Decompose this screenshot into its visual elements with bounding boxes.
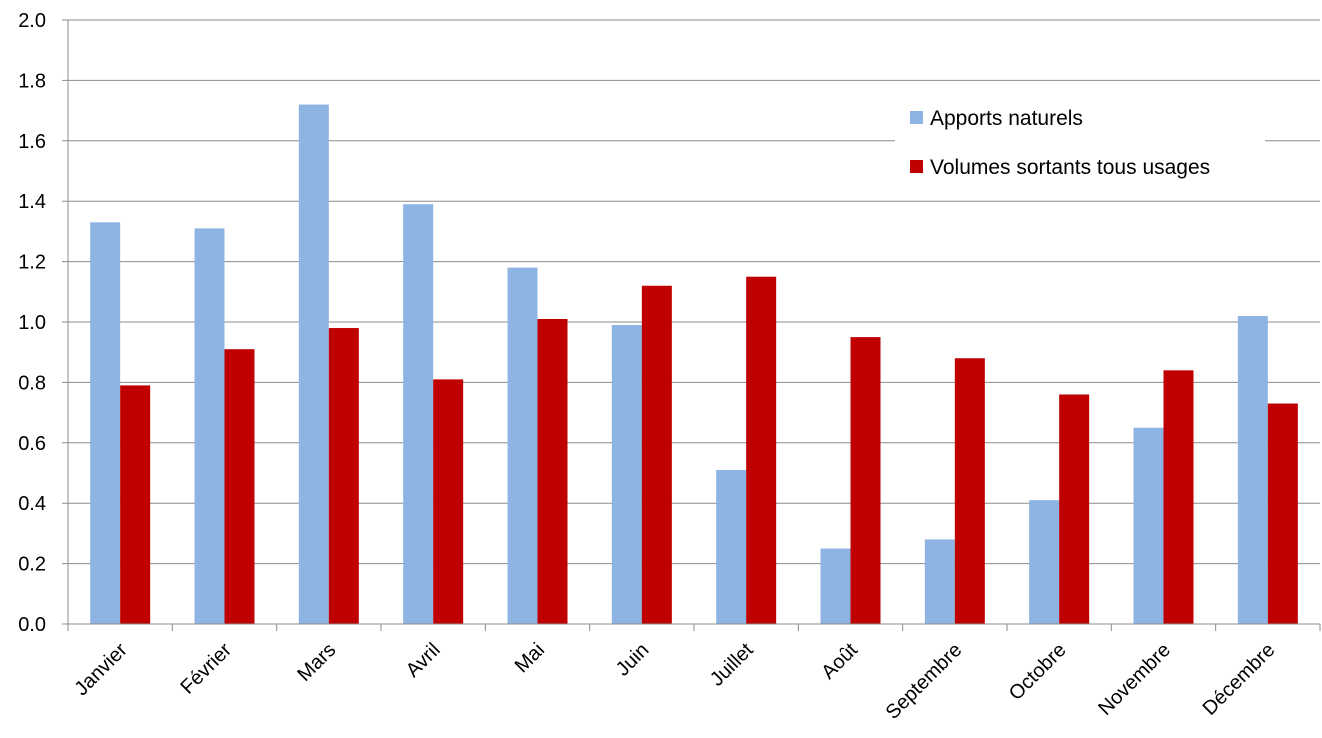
y-tick-label: 0.6 [18, 433, 46, 455]
bar-apports-naturels [403, 204, 434, 624]
y-tick-label: 0.4 [18, 493, 46, 515]
x-tick-label: Janvier [71, 639, 132, 700]
bar-apports-naturels [716, 469, 747, 624]
x-tick-label: Décembre [1199, 639, 1280, 720]
legend-swatch-volumes-sortants [910, 160, 923, 173]
x-tick-label: Mai [511, 639, 549, 677]
legend-swatch-apports-naturels [910, 111, 923, 124]
y-axis-tick-labels: 0.0 0.2 0.4 0.6 0.8 1.0 1.2 1.4 1.6 1.8 2.0 [18, 10, 68, 636]
y-tick-label: 2.0 [18, 10, 46, 32]
bar-volumes-sortants [1267, 403, 1298, 624]
x-tick-label: Février [176, 639, 236, 699]
bar-volumes-sortants [954, 358, 985, 624]
bar-volumes-sortants [641, 285, 672, 624]
legend-label-volumes-sortants: Volumes sortants tous usages [930, 156, 1210, 179]
y-tick-label: 1.6 [18, 131, 46, 153]
bar-apports-naturels [194, 228, 225, 624]
bar-volumes-sortants [1059, 394, 1090, 624]
bar-volumes-sortants [120, 385, 151, 624]
bar-apports-naturels [611, 325, 642, 624]
bar-apports-naturels [1237, 315, 1268, 624]
legend: Apports naturels Volumes sortants tous u… [895, 95, 1265, 195]
y-tick-label: 1.2 [18, 252, 46, 274]
bar-apports-naturels [1133, 427, 1164, 624]
bar-volumes-sortants [433, 379, 464, 624]
x-axis-tick-labels: Janvier Février Mars Avril Mai Juin Juillet Aoû… [71, 639, 1280, 724]
bar-volumes-sortants [537, 318, 568, 624]
bar-volumes-sortants [224, 349, 255, 624]
y-tick-label: 1.4 [18, 191, 46, 213]
bar-apports-naturels [298, 104, 329, 624]
legend-background [895, 95, 1265, 195]
x-tick-label: Juillet [706, 639, 758, 691]
bar-apports-naturels [1029, 500, 1060, 624]
x-tick-label: Mars [293, 639, 340, 686]
bar-apports-naturels [507, 267, 538, 624]
bar-volumes-sortants [850, 337, 881, 624]
x-axis [67, 20, 1321, 631]
x-tick-label: Août [817, 639, 862, 684]
bar-apports-naturels [924, 539, 955, 624]
bar-apports-naturels [90, 222, 121, 624]
y-tick-label: 1.8 [18, 70, 46, 92]
legend-label-apports-naturels: Apports naturels [930, 107, 1083, 130]
bar-volumes-sortants [1163, 370, 1194, 624]
y-tick-label: 0.2 [18, 554, 46, 576]
bar-apports-naturels [820, 548, 851, 624]
x-tick-label: Novembre [1094, 639, 1175, 720]
y-tick-label: 1.0 [18, 312, 46, 334]
x-tick-label: Septembre [882, 639, 967, 724]
x-tick-label: Avril [402, 639, 445, 682]
bar-volumes-sortants [746, 276, 777, 624]
y-tick-label: 0.0 [18, 614, 46, 636]
bars [90, 104, 1298, 624]
bar-volumes-sortants [328, 328, 359, 624]
y-tick-label: 0.8 [18, 372, 46, 394]
x-tick-label: Juin [612, 639, 654, 681]
grid-lines [68, 19, 1320, 625]
x-tick-label: Octobre [1005, 639, 1071, 705]
